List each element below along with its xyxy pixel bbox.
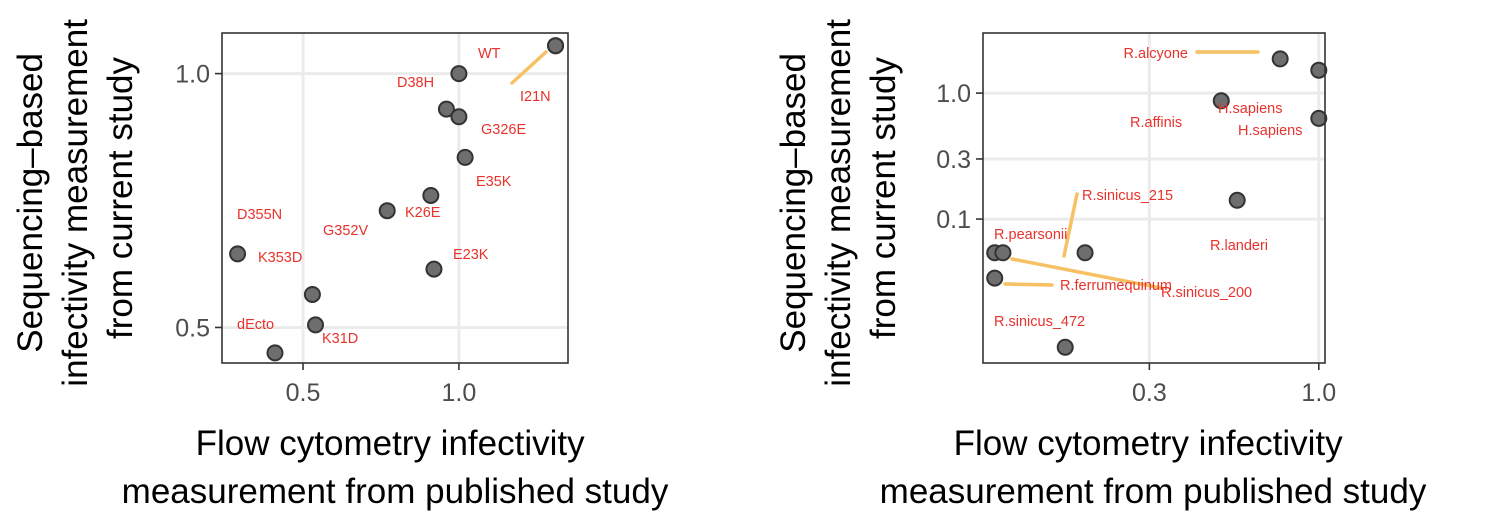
y-tick-label: 0.5 bbox=[175, 314, 210, 342]
data-point bbox=[1310, 109, 1328, 127]
point-label: G326E bbox=[481, 122, 526, 138]
panel-2: R.alcyone H.sapiens R.affinis H.sapiens R.la… bbox=[774, 9, 1427, 511]
point-label: E23K bbox=[453, 247, 489, 263]
y-tick-label: 1.0 bbox=[175, 61, 210, 89]
panel-1: WT I21N D38H G326E E35K K26E G352V D355N E23K K35… bbox=[11, 9, 669, 511]
point-label: R.affinis bbox=[1130, 115, 1182, 131]
y-tick-label: 1.0 bbox=[936, 80, 971, 108]
data-point bbox=[994, 244, 1012, 262]
panel-2-x-axis-title: Flow cytometry infectivity measurement f… bbox=[880, 424, 1427, 511]
data-point bbox=[437, 100, 455, 118]
y-tick-label: 0.3 bbox=[936, 146, 971, 174]
label-connector bbox=[1010, 257, 1163, 290]
point-label: H.sapiens bbox=[1238, 123, 1302, 139]
point-label: K353D bbox=[258, 250, 302, 266]
data-point bbox=[450, 108, 468, 126]
point-label: I21N bbox=[520, 89, 551, 105]
panel-1-y-axis-title: Sequencing–based infectivity measurement… bbox=[11, 9, 140, 386]
data-point bbox=[1228, 191, 1246, 209]
point-label: WT bbox=[478, 46, 501, 62]
point-label: dEcto bbox=[237, 317, 274, 333]
data-point bbox=[1271, 50, 1289, 68]
data-point bbox=[547, 37, 565, 55]
label-connector bbox=[1003, 282, 1054, 287]
panel-1-frame bbox=[221, 32, 569, 364]
x-tick-label: 1.0 bbox=[1301, 379, 1336, 407]
data-point bbox=[425, 260, 443, 278]
point-label: D355N bbox=[237, 207, 282, 223]
data-point bbox=[450, 65, 468, 83]
point-label: H.sapiens bbox=[1218, 101, 1282, 117]
point-label: K31D bbox=[322, 331, 358, 347]
data-point bbox=[229, 245, 247, 263]
panel-2-frame bbox=[982, 32, 1326, 364]
data-point bbox=[307, 316, 325, 334]
panel-1-background bbox=[222, 33, 568, 363]
x-tick-label: 1.0 bbox=[442, 379, 477, 407]
label-connector bbox=[1062, 192, 1079, 258]
data-point bbox=[1056, 338, 1074, 356]
x-tick-label: 0.5 bbox=[286, 379, 321, 407]
point-label: R.sinicus_200 bbox=[1161, 285, 1252, 301]
point-label: R.sinicus_215 bbox=[1082, 188, 1173, 204]
panel-2-background bbox=[983, 33, 1325, 363]
point-label: E35K bbox=[476, 174, 512, 190]
point-label: R.sinicus_472 bbox=[994, 314, 1085, 330]
point-label: K26E bbox=[405, 205, 441, 221]
panel-1-x-axis-title: Flow cytometry infectivity measurement f… bbox=[122, 424, 669, 511]
x-tick-label: 0.3 bbox=[1132, 379, 1167, 407]
panel-2-y-axis-title: Sequencing–based infectivity measurement… bbox=[774, 9, 903, 386]
point-label: D38H bbox=[397, 75, 434, 91]
data-point bbox=[378, 202, 396, 220]
data-point bbox=[303, 285, 321, 303]
data-point bbox=[456, 148, 474, 166]
data-point bbox=[1212, 92, 1230, 110]
data-point bbox=[266, 344, 284, 362]
point-label: R.pearsonii bbox=[994, 227, 1067, 243]
data-point bbox=[1076, 244, 1094, 262]
data-point bbox=[986, 269, 1004, 287]
data-point bbox=[422, 186, 440, 204]
point-label: R.landeri bbox=[1210, 238, 1268, 254]
data-point bbox=[1310, 61, 1328, 79]
y-tick-label: 0.1 bbox=[936, 206, 971, 234]
label-connector bbox=[510, 50, 548, 85]
point-label: G352V bbox=[323, 223, 368, 239]
point-label: R.ferrumequinum bbox=[1060, 278, 1172, 294]
point-label: R.alcyone bbox=[1124, 46, 1188, 62]
